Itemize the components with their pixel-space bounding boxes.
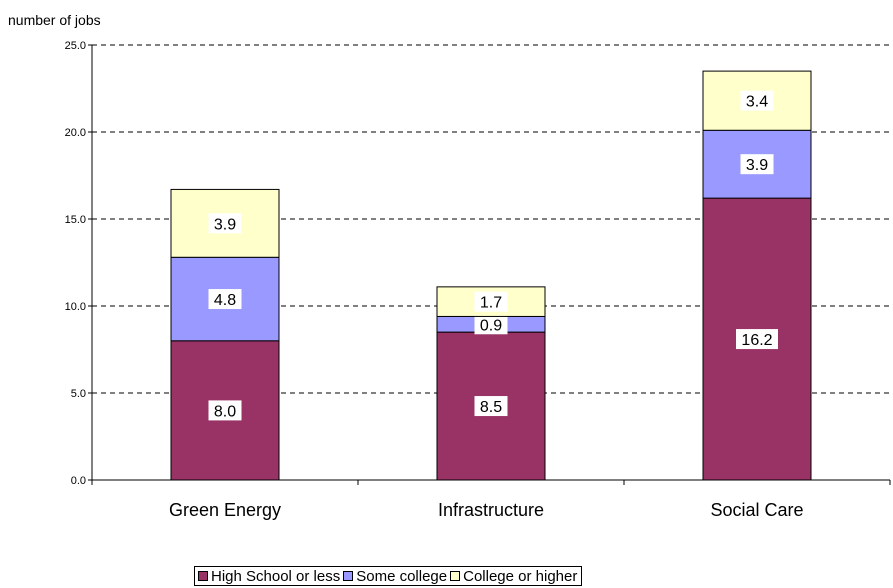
- y-tick-label: 10.0: [65, 301, 86, 313]
- bars: 8.0 4.8 3.9 8.5 0.9 1.7 16.2 3.9 3.4: [170, 70, 812, 481]
- legend-item: Some college: [343, 568, 447, 585]
- data-label: 3.9: [214, 216, 236, 233]
- data-label-background: [474, 314, 508, 335]
- data-label: 8.5: [480, 399, 502, 416]
- x-tick-label: Green Energy: [169, 500, 281, 520]
- data-label-background: [208, 400, 242, 421]
- data-label: 3.4: [746, 94, 768, 111]
- data-label: 4.8: [214, 292, 236, 309]
- data-label-background: [740, 90, 774, 111]
- data-label-background: [208, 213, 242, 234]
- legend-label: College or higher: [463, 567, 578, 585]
- axes: [91, 45, 891, 485]
- data-label: 8.0: [214, 403, 236, 420]
- legend-swatch: [343, 571, 354, 581]
- y-tick-label: 5.0: [71, 388, 86, 400]
- legend-item: College or higher: [450, 568, 577, 585]
- x-tick-label: Infrastructure: [438, 500, 544, 520]
- stacked-bar-chart: number of jobs 0.0 5.0 10.0 15.0 20.0 25.0 8.…: [8, 12, 891, 520]
- legend: High School or less Some college College o…: [194, 566, 583, 586]
- y-tick-label: 0.0: [71, 475, 86, 487]
- legend-label: Some college: [356, 567, 448, 585]
- x-axis-ticks: Green Energy Infrastructure Social Care: [169, 500, 804, 520]
- y-tick-label: 25.0: [65, 40, 86, 52]
- legend-label: High School or less: [211, 567, 341, 585]
- data-label-background: [474, 291, 508, 312]
- legend-swatch: [450, 571, 461, 581]
- data-label-background: [736, 329, 778, 350]
- legend-swatch: [198, 571, 208, 581]
- data-label: 16.2: [741, 332, 772, 349]
- data-label-background: [740, 154, 774, 175]
- y-axis-label: number of jobs: [8, 12, 101, 28]
- y-axis-ticks: 0.0 5.0 10.0 15.0 20.0 25.0: [65, 40, 92, 487]
- data-label-background: [208, 289, 242, 310]
- data-label: 0.9: [480, 317, 502, 334]
- data-label: 3.9: [746, 157, 768, 174]
- data-label-background: [474, 396, 508, 417]
- data-label: 1.7: [480, 295, 502, 312]
- y-tick-label: 15.0: [65, 214, 86, 226]
- x-tick-label: Social Care: [710, 500, 803, 520]
- legend-item: High School or less: [198, 568, 340, 585]
- y-tick-label: 20.0: [65, 127, 86, 139]
